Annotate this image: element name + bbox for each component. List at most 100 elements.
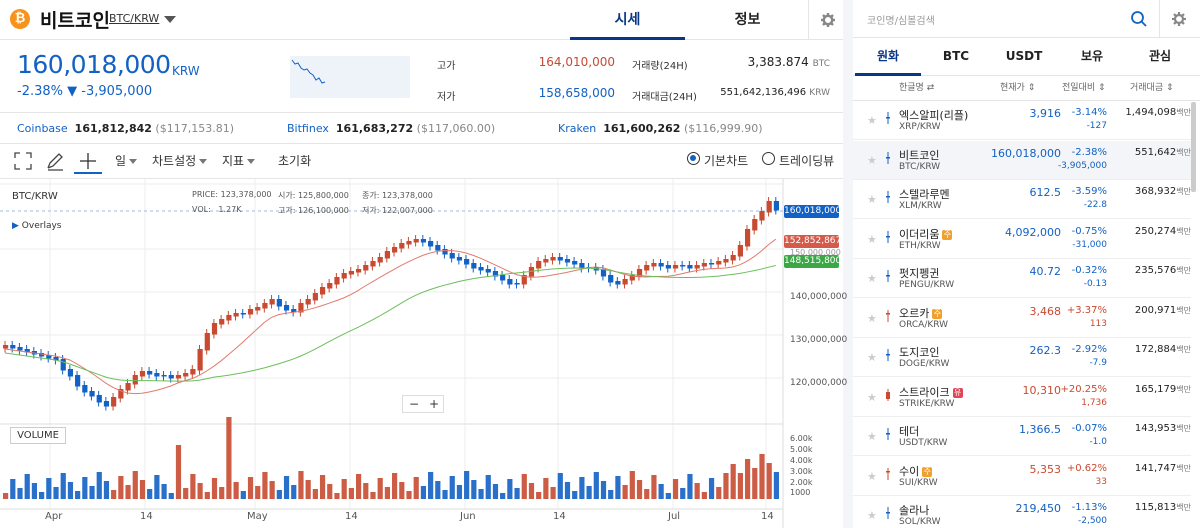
- main-panel: ₿ 비트코인 BTC/KRW 시세 정보 160,018,000 KRW -2.…: [0, 0, 847, 528]
- tradingview-radio[interactable]: [762, 152, 775, 165]
- chevron-down-icon[interactable]: [164, 16, 176, 23]
- coin-name[interactable]: 엑스알피(리플): [899, 109, 969, 122]
- col-change[interactable]: 전일대비 ⇕: [1062, 83, 1106, 93]
- col-price[interactable]: 현재가 ⇕: [1000, 83, 1036, 93]
- coin-name[interactable]: 펏지펭귄: [899, 267, 940, 280]
- col-name[interactable]: 한글명 ⇄: [899, 83, 935, 93]
- basic-chart-label[interactable]: 기본차트: [704, 154, 749, 168]
- mini-candle-icon: [886, 151, 890, 164]
- candle: [492, 271, 499, 277]
- star-icon[interactable]: ★: [867, 430, 877, 443]
- reset-button[interactable]: 초기화: [278, 154, 312, 168]
- coin-change-amount: -127: [1086, 121, 1107, 131]
- tab-usdt[interactable]: USDT: [1005, 49, 1043, 63]
- candle: [312, 293, 318, 301]
- volume-bar: [348, 488, 354, 499]
- volume-bar: [579, 477, 585, 499]
- tab-holdings[interactable]: 보유: [1080, 49, 1104, 63]
- volume-bar: [478, 489, 484, 499]
- candle: [615, 281, 621, 285]
- star-icon[interactable]: ★: [867, 232, 877, 246]
- coin-name[interactable]: 비트코인: [899, 148, 940, 162]
- overlays-toggle[interactable]: ▶ Overlays: [12, 221, 62, 231]
- volume-bar: [406, 491, 412, 499]
- coin-row[interactable]: ★ 스텔라루멘 XLM/KRW 612.5 -3.59% -22.8 368,932백만: [853, 180, 1191, 219]
- star-icon[interactable]: ★: [867, 193, 877, 206]
- col-volume[interactable]: 거래대금 ⇕: [1130, 83, 1174, 93]
- volume-bar: [485, 475, 491, 499]
- coin-row[interactable]: ★ 오르카 주 ORCA/KRW 3,468 +3.37% 113 200,971백만: [853, 299, 1191, 338]
- coin-volume: 368,932백만: [1134, 186, 1191, 197]
- coin-pair: XLM/KRW: [899, 201, 942, 211]
- mini-candle-icon: [886, 507, 890, 519]
- tab-favorites[interactable]: 관심: [1148, 49, 1172, 63]
- zoom-in-button[interactable]: +: [429, 397, 440, 411]
- coin-row[interactable]: ★ 스트라이크 유 STRIKE/KRW 10,310 +20.25% 1,736 165,1…: [853, 378, 1191, 417]
- coin-name[interactable]: 이더리움 주: [899, 227, 953, 241]
- gear-icon[interactable]: [1169, 9, 1189, 29]
- tab-info[interactable]: 정보: [734, 12, 761, 28]
- tab-krw[interactable]: 원화: [855, 38, 921, 76]
- tab-quote[interactable]: 시세: [570, 0, 685, 40]
- tradingview-label[interactable]: 트레이딩뷰: [779, 154, 835, 168]
- coin-row[interactable]: ★ 엑스알피(리플) XRP/KRW 3,916 -3.14% -127 1,494,098…: [853, 101, 1191, 140]
- candle: [377, 257, 383, 263]
- star-icon[interactable]: ★: [867, 311, 877, 325]
- volume-bar: [168, 493, 174, 499]
- candle: [75, 375, 81, 387]
- zoom-out-button[interactable]: −: [409, 397, 420, 411]
- draw-button[interactable]: [44, 150, 66, 172]
- star-icon[interactable]: ★: [867, 509, 877, 522]
- coin-name[interactable]: 테더: [899, 425, 920, 438]
- candle: [701, 263, 707, 267]
- star-icon[interactable]: ★: [867, 153, 877, 167]
- coin-name[interactable]: 도지코인: [899, 346, 940, 359]
- indicators-select[interactable]: 지표: [222, 150, 256, 172]
- coin-pair[interactable]: BTC/KRW: [109, 12, 160, 25]
- coin-row[interactable]: ★ 도지코인 DOGE/KRW 262.3 -2.92% -7.9 172,884백만: [853, 338, 1191, 377]
- candlestick-chart[interactable]: [0, 179, 843, 528]
- candle: [730, 255, 736, 261]
- coin-price: 262.3: [1029, 344, 1062, 357]
- coin-name[interactable]: 오르카 주: [899, 306, 943, 320]
- volume-bar: [737, 473, 743, 499]
- star-icon[interactable]: ★: [867, 114, 877, 127]
- exchange-kraken: Kraken 161,600,262 ($116,999.90): [558, 122, 763, 135]
- volume-bar: [514, 488, 520, 499]
- candle: [759, 211, 765, 221]
- candle: [67, 369, 74, 377]
- coin-name[interactable]: 수이 주: [899, 464, 933, 478]
- candle: [111, 397, 117, 407]
- coin-row[interactable]: ★ 이더리움 주 ETH/KRW 4,092,000 -0.75% -31,000 250,2…: [853, 220, 1191, 259]
- coin-row[interactable]: ★ 테더 USDT/KRW 1,366.5 -0.07% -1.0 143,953백만: [853, 417, 1191, 456]
- chart-settings-select[interactable]: 차트설정: [152, 150, 208, 172]
- coin-name[interactable]: 스트라이크 유: [899, 385, 963, 399]
- settings-button[interactable]: [808, 0, 843, 40]
- basic-chart-radio[interactable]: [687, 152, 700, 165]
- volume-bar: [89, 486, 95, 499]
- coin-name[interactable]: 스텔라루멘: [899, 188, 950, 201]
- coin-row[interactable]: ★ 비트코인 BTC/KRW 160,018,000 -2.38% -3,905,000 5…: [853, 140, 1191, 180]
- coin-change-percent: -3.14%: [1071, 107, 1107, 118]
- star-icon[interactable]: ★: [867, 469, 877, 483]
- crosshair-icon: [80, 153, 96, 169]
- star-icon[interactable]: ★: [867, 272, 877, 285]
- coin-row[interactable]: ★ 솔라나 SOL/KRW 219,450 -1.13% -2,500 115,813백만: [853, 496, 1191, 528]
- tab-btc[interactable]: BTC: [942, 49, 970, 63]
- star-icon[interactable]: ★: [867, 351, 877, 364]
- low-value: 158,658,000: [538, 86, 615, 100]
- candle: [103, 401, 110, 407]
- search-icon[interactable]: [1130, 10, 1148, 28]
- candle: [687, 265, 693, 269]
- coin-row[interactable]: ★ 수이 주 SUI/KRW 5,353 +0.62% 33 141,747백만: [853, 457, 1191, 496]
- search-input[interactable]: 코인명/심볼검색: [867, 16, 935, 27]
- coin-row[interactable]: ★ 펏지펭귄 PENGU/KRW 40.72 -0.32% -0.13 235,576백만: [853, 259, 1191, 298]
- star-icon[interactable]: ★: [867, 390, 877, 404]
- crosshair-button[interactable]: [74, 150, 102, 174]
- coin-change-amount: -31,000: [1072, 239, 1107, 250]
- interval-select[interactable]: 일: [115, 150, 138, 172]
- coin-pair: XRP/KRW: [899, 122, 941, 132]
- scrollbar[interactable]: [1191, 102, 1196, 192]
- fullscreen-button[interactable]: [12, 150, 34, 172]
- coin-name[interactable]: 솔라나: [899, 504, 930, 517]
